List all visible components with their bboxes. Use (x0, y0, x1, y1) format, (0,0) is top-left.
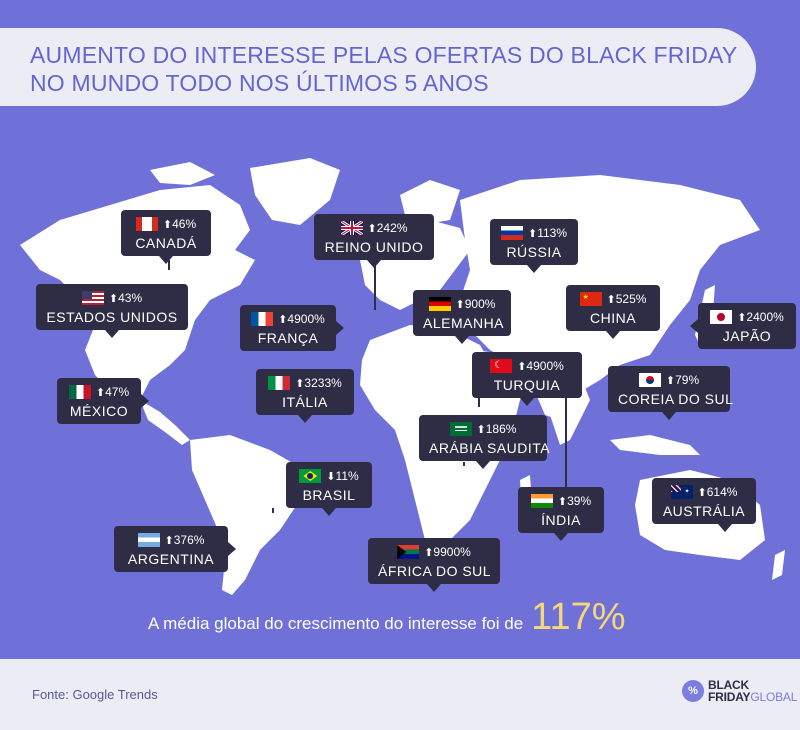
south-america-shape (190, 435, 305, 595)
saudi-arabia-name: ARÁBIA SAUDITA (429, 440, 551, 456)
uk-stem (374, 265, 376, 310)
saudi-arabia-flag-icon (449, 422, 472, 436)
turkey-flag-icon: ☾ (490, 359, 513, 373)
south-africa-flag-icon (397, 545, 420, 559)
germany-name: ALEMANHA (423, 315, 505, 331)
germany-flag-icon (428, 297, 451, 311)
russia-name: RÚSSIA (506, 244, 562, 260)
title-banner: AUMENTO DO INTERESSE PELAS OFERTAS DO BL… (0, 28, 756, 106)
tooltip-china: ★ ⬆525% CHINA (566, 285, 660, 331)
global-average: A média global do crescimento do interes… (148, 596, 626, 639)
tooltip-arabia-saudita: ⬆186% ARÁBIA SAUDITA (419, 415, 551, 461)
south-africa-name: ÁFRICA DO SUL (378, 563, 492, 579)
south-korea-name: COREIA DO SUL (618, 391, 734, 407)
page-title-line-1: AUMENTO DO INTERESSE PELAS OFERTAS DO BL… (30, 42, 738, 68)
australia-pct: ⬆614% (697, 485, 738, 499)
india-pct: ⬆39% (557, 494, 592, 508)
tooltip-brasil: ⬇11% BRASIL (286, 462, 372, 508)
tooltip-africa-do-sul: ⬆9900% ÁFRICA DO SUL (368, 538, 500, 584)
greenland-shape (250, 158, 340, 225)
percent-badge-icon: % (682, 680, 704, 702)
japan-name: JAPÃO (722, 328, 772, 344)
global-average-text: A média global do crescimento do interes… (148, 614, 524, 633)
usa-name: ESTADOS UNIDOS (46, 309, 178, 325)
china-pct: ⬆525% (606, 292, 647, 306)
india-flag-icon (530, 494, 553, 508)
italy-name: ITÁLIA (282, 394, 328, 410)
tooltip-turquia: ☾ ⬆4900% TURQUIA (472, 352, 582, 398)
brazil-pct: ⬇11% (326, 469, 359, 483)
germany-pct: ⬆900% (455, 297, 496, 311)
russia-flag-icon (500, 226, 523, 240)
indonesia-shape (610, 435, 700, 455)
india-stem (565, 385, 567, 487)
tooltip-mexico: ⬆47% MÉXICO (57, 378, 141, 424)
arrow-down-icon: ⬇ (326, 471, 336, 483)
central-america-shape (140, 400, 190, 445)
japan-pct: ⬆2400% (737, 310, 784, 324)
tooltip-reino-unido: ⬆242% REINO UNIDO (314, 214, 434, 260)
tooltip-russia: ⬆113% RÚSSIA (490, 219, 578, 265)
tooltip-estados-unidos: ⬆43% ESTADOS UNIDOS (36, 284, 188, 330)
italy-pct: ⬆3233% (295, 376, 342, 390)
australia-name: AUSTRÁLIA (662, 503, 746, 519)
logo-line-1: BLACK (708, 678, 749, 692)
tooltip-australia: ✦ ⬆614% AUSTRÁLIA (652, 478, 756, 524)
page-title-line-2: NO MUNDO TODO NOS ÚLTIMOS 5 ANOS (30, 70, 489, 96)
arrow-up-icon: ⬆ (162, 219, 173, 231)
argentina-flag-icon (137, 533, 160, 547)
logo-line-2b: GLOBAL (750, 690, 798, 704)
turquia-stem (478, 395, 480, 407)
tooltip-india: ⬆39% ÍNDIA (518, 487, 604, 533)
brazil-flag-icon (299, 469, 322, 483)
canada-pct: ⬆46% (162, 217, 197, 231)
uk-flag-icon (340, 221, 363, 235)
source-text: Fonte: Google Trends (32, 687, 158, 702)
new-zealand-shape (772, 550, 785, 580)
argentina-name: ARGENTINA (127, 551, 215, 567)
global-average-value: 117% (531, 596, 626, 638)
black-friday-global-logo: % BLACK FRIDAYGLOBAL (682, 679, 797, 703)
brasil-stem (272, 508, 274, 513)
uk-name: REINO UNIDO (324, 239, 424, 255)
france-flag-icon (251, 312, 274, 326)
south-korea-flag-icon (638, 373, 661, 387)
saudi-arabia-pct: ⬆186% (476, 422, 517, 436)
france-pct: ⬆4900% (278, 312, 325, 326)
italy-flag-icon (268, 376, 291, 390)
canada-stem (168, 260, 170, 270)
china-flag-icon: ★ (579, 292, 602, 306)
china-name: CHINA (589, 310, 637, 326)
brazil-name: BRASIL (302, 487, 356, 503)
arabia-stem (463, 462, 465, 466)
canada-name: CANADÁ (135, 235, 197, 251)
south-africa-pct: ⬆9900% (424, 545, 471, 559)
tooltip-canada: ⬆46% CANADÁ (121, 210, 211, 256)
japan-flag-icon (710, 310, 733, 324)
turkey-pct: ⬆4900% (517, 359, 564, 373)
france-name: FRANÇA (257, 330, 319, 346)
turkey-name: TURQUIA (493, 377, 561, 393)
tooltip-franca: ⬆4900% FRANÇA (240, 305, 336, 351)
tooltip-alemanha: ⬆900% ALEMANHA (413, 290, 511, 336)
mexico-flag-icon (68, 385, 91, 399)
india-name: ÍNDIA (541, 512, 581, 528)
mexico-name: MÉXICO (69, 403, 129, 419)
uk-pct: ⬆242% (367, 221, 408, 235)
footer: Fonte: Google Trends % BLACK FRIDAYGLOBA… (0, 659, 800, 730)
arctic-islands-shape (150, 162, 215, 185)
usa-flag-icon (81, 291, 104, 305)
tooltip-japao: ⬆2400% JAPÃO (698, 303, 796, 349)
usa-pct: ⬆43% (108, 291, 143, 305)
tooltip-coreia-do-sul: ⬆79% COREIA DO SUL (608, 366, 734, 412)
logo-line-2a: FRIDAY (708, 690, 751, 704)
russia-pct: ⬆113% (527, 226, 568, 240)
australia-flag-icon: ✦ (670, 485, 693, 499)
canada-flag-icon (135, 217, 158, 231)
mexico-pct: ⬆47% (95, 385, 130, 399)
tooltip-argentina: ⬆376% ARGENTINA (114, 526, 228, 572)
south-korea-pct: ⬆79% (665, 373, 700, 387)
argentina-pct: ⬆376% (164, 533, 205, 547)
tooltip-italia: ⬆3233% ITÁLIA (256, 369, 354, 415)
